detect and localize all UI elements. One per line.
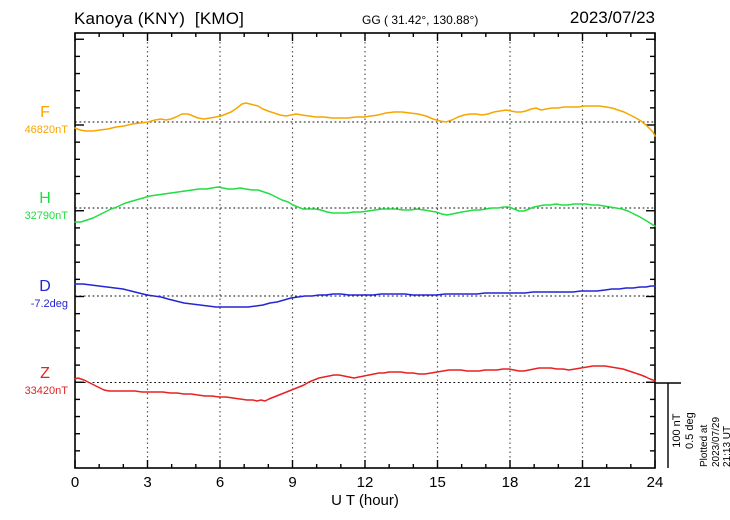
x-tick-label: 24 (646, 474, 664, 491)
scale-nt-label: 100 nT (671, 413, 683, 448)
x-tick-label: 21 (574, 474, 591, 491)
series-label-H: H 32790nT (8, 191, 68, 222)
trace-Z (74, 365, 656, 402)
trace-D (74, 283, 656, 308)
scale-bar-label: 100 nT 0.5 deg (671, 412, 696, 449)
plot-date: 2023/07/23 (569, 8, 655, 27)
plotted-timestamp: Plotted at 2023/07/29 21:13 UT (699, 416, 730, 467)
series-label-D: D -7.2deg (8, 279, 68, 310)
x-tick-label: 6 (215, 474, 225, 491)
trace-F (74, 102, 656, 137)
series-basevalue-Z: 33420nT (24, 385, 68, 397)
trace-H (74, 186, 656, 227)
series-basevalue-H: 32790nT (24, 210, 68, 222)
x-tick-label: 0 (70, 474, 80, 491)
geographic-coordinates: GG ( 31.42°, 130.88°) (362, 13, 479, 27)
series-basevalue-F: 46820nT (24, 124, 68, 136)
x-axis-title: U T (hour) (331, 492, 399, 509)
series-letter-Z: Z (40, 365, 50, 382)
scale-deg-label: 0.5 deg (683, 412, 696, 449)
page-title: Kanoya (KNY) [KMO] (74, 9, 245, 28)
series-letter-D: D (39, 278, 51, 295)
series-label-F: F 46820nT (8, 105, 68, 136)
series-label-Z: Z 33420nT (8, 366, 68, 397)
x-tick-label: 18 (501, 474, 519, 491)
x-tick-label: 15 (429, 474, 446, 491)
series-basevalue-D: -7.2deg (30, 298, 68, 310)
x-tick-label: 12 (356, 474, 374, 491)
x-tick-label: 9 (288, 474, 297, 491)
series-letter-F: F (40, 104, 50, 121)
x-tick-label: 3 (143, 474, 152, 491)
series-letter-H: H (39, 190, 51, 207)
